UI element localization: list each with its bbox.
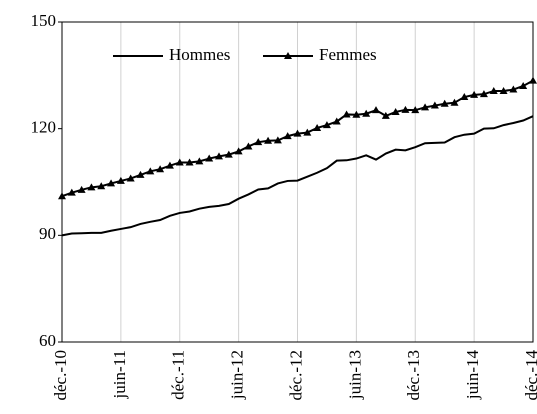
marker [234,147,243,155]
marker [136,170,145,178]
marker [362,109,371,117]
marker [421,103,430,111]
x-tick-label: déc.-12 [286,350,305,401]
marker [156,165,165,173]
marker [175,158,184,166]
y-tick-label: 60 [39,331,56,350]
x-tick-label: juin-14 [463,350,482,401]
y-tick-label: 90 [39,224,56,243]
marker [116,176,125,184]
plot-frame [61,21,534,343]
marker [342,110,351,118]
x-tick-label: juin-12 [228,350,247,400]
marker [322,121,331,129]
marker [67,188,76,196]
marker [244,142,253,150]
marker [87,183,96,191]
marker [283,132,292,140]
legend-label: Femmes [319,45,377,64]
marker [107,179,116,187]
x-tick-label: juin-13 [345,350,364,400]
marker [264,136,273,144]
marker [450,98,459,106]
marker [489,86,498,94]
marker [509,85,518,93]
marker [195,157,204,165]
marker [372,106,380,114]
marker [77,185,86,193]
marker [254,138,263,146]
marker [411,106,420,114]
marker [352,110,361,118]
marker [293,129,302,137]
marker [479,90,488,98]
series-line [61,115,534,237]
marker [332,117,341,125]
marker [381,111,390,119]
x-tick-label: déc.-11 [169,350,188,400]
marker [126,174,135,182]
marker [313,123,322,131]
marker [519,82,528,89]
marker [273,136,282,144]
x-tick-label: déc.-13 [404,350,423,401]
legend-marker [284,52,292,59]
legend-label: Hommes [169,45,230,64]
marker [97,182,106,190]
marker [165,161,174,169]
marker [499,86,508,94]
marker [401,105,410,113]
marker [146,167,155,175]
legend: Hommes Femmes [113,45,377,64]
marker [440,99,449,107]
x-tick-label: déc.-10 [51,350,70,401]
x-tick-label: déc.-14 [522,350,537,401]
y-tick-label: 150 [31,11,57,30]
marker [470,90,479,98]
marker [205,154,214,162]
marker [303,128,312,136]
marker [215,152,223,160]
x-tick-label: juin-11 [110,350,129,399]
marker [224,150,233,158]
marker [185,158,194,166]
marker [391,107,400,115]
marker [430,101,439,109]
marker [460,93,469,101]
grid [61,22,534,342]
y-tick-label: 120 [31,118,57,137]
